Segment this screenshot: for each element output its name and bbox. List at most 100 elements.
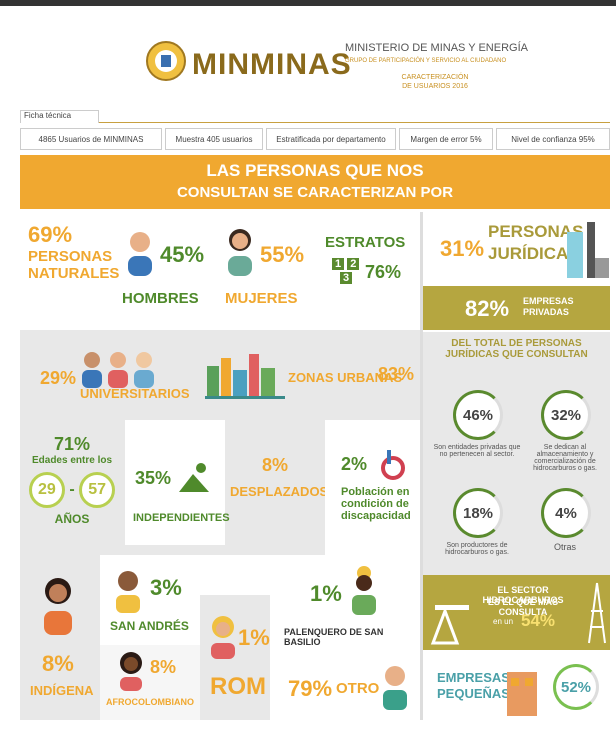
city-icon bbox=[205, 354, 285, 399]
label: AFROCOLOMBIANO bbox=[106, 697, 194, 707]
title-line: DEL TOTAL DE PERSONAS bbox=[451, 338, 582, 349]
value: 69% bbox=[28, 222, 73, 247]
value: 2% bbox=[341, 454, 368, 474]
rule bbox=[20, 122, 610, 123]
value: 79% bbox=[288, 676, 333, 701]
urbanas-label: ZONAS URBANAS bbox=[288, 370, 403, 385]
universitarios-value: 29% bbox=[40, 368, 77, 388]
banner-line: CONSULTAN SE CARACTERIZAN POR bbox=[176, 184, 454, 201]
person-icon bbox=[383, 666, 407, 710]
person-icon bbox=[120, 652, 142, 691]
man-icon bbox=[128, 232, 152, 276]
pequenas-box: EMPRESAS PEQUEÑAS 52% bbox=[423, 650, 610, 720]
label: SAN ANDRÉS bbox=[110, 619, 189, 633]
independientes-box: 35% INDEPENDIENTES bbox=[125, 420, 230, 545]
person-icon bbox=[211, 616, 235, 659]
ficha-item: Nivel de confianza 95% bbox=[496, 128, 610, 150]
edades: 71% Edades entre los 29 - 57 AÑOS bbox=[24, 434, 120, 526]
ficha-tab: Ficha técnica bbox=[20, 110, 99, 123]
estratos-levels: 1 2 3 bbox=[332, 258, 366, 284]
shop-icon bbox=[507, 672, 537, 716]
san-andres-box: 3% SAN ANDRÉS bbox=[100, 555, 200, 645]
age-from: 29 bbox=[28, 472, 65, 508]
label: EMPRESAS bbox=[437, 670, 510, 685]
label: PERSONAS bbox=[28, 248, 113, 265]
person-icon bbox=[116, 571, 140, 613]
title-line: JURÍDICAS QUE CONSULTAN bbox=[445, 349, 588, 360]
label: DESPLAZADOS bbox=[230, 484, 329, 499]
ficha-item: Muestra 405 usuarios bbox=[165, 128, 263, 150]
value: 1% bbox=[238, 625, 270, 650]
level: 1 bbox=[332, 258, 345, 270]
wheelchair-icon bbox=[381, 450, 405, 480]
prefix: en un bbox=[493, 617, 514, 626]
value: 8% bbox=[42, 651, 74, 676]
otro-box: 79% OTRO bbox=[270, 650, 420, 720]
hombres-value: 45% bbox=[160, 242, 205, 267]
group: GRUPO DE PARTICIPACIÓN Y SERVICIO AL CIU… bbox=[345, 58, 507, 64]
worker-icon bbox=[179, 463, 209, 492]
hidrocarburos-box: EL SECTOR HIDROCARBUROS ES EL QUE MÁS CO… bbox=[423, 575, 610, 650]
person-icon bbox=[352, 566, 376, 615]
age-to: 57 bbox=[79, 472, 116, 508]
privadas-label: PRIVADAS bbox=[523, 307, 569, 317]
report-line: CARACTERIZACIÓN bbox=[401, 74, 469, 81]
discapacidad-box: 2% Población en condición de discapacida… bbox=[325, 420, 420, 555]
label: OTRO bbox=[336, 680, 380, 697]
age-sep: - bbox=[69, 481, 75, 498]
value: 54% bbox=[521, 611, 556, 630]
ficha-item: Estratificada por departamento bbox=[266, 128, 396, 150]
universitarios-label: UNIVERSITARIOS bbox=[80, 386, 190, 401]
woman-icon bbox=[228, 229, 252, 276]
ficha-item: 4865 Usuarios de MINMINAS bbox=[20, 128, 162, 150]
palenquero-box: 1% PALENQUERO DE SAN BASILIO bbox=[270, 555, 420, 650]
pct-circle: 32% bbox=[541, 390, 591, 440]
line: condición de bbox=[341, 498, 409, 510]
juridicas-label: PERSONAS bbox=[488, 222, 584, 241]
caption: Son productores de hidrocarburos o gas. bbox=[445, 542, 509, 556]
mujeres-value: 55% bbox=[260, 242, 305, 267]
banner: LAS PERSONAS QUE NOS CONSULTAN SE CARACT… bbox=[20, 155, 610, 209]
value: 8% bbox=[150, 657, 177, 677]
top-border bbox=[0, 0, 616, 6]
label: Población en condición de discapacidad bbox=[341, 486, 411, 522]
label: PEQUEÑAS bbox=[437, 686, 510, 701]
value: 71% bbox=[53, 434, 91, 454]
unit: AÑOS bbox=[54, 512, 90, 526]
logo bbox=[146, 41, 186, 81]
desplazados: 8% DESPLAZADOS bbox=[230, 455, 329, 499]
pct-circle: 4% bbox=[541, 488, 591, 538]
value: 3% bbox=[150, 575, 182, 600]
brand: MINMINAS bbox=[192, 48, 352, 81]
juridicas-value: 31% bbox=[440, 236, 485, 261]
derrick-icon bbox=[588, 582, 606, 644]
hombres-label: HOMBRES bbox=[122, 290, 199, 307]
level: 3 bbox=[340, 272, 353, 284]
divider bbox=[420, 212, 423, 720]
person-icon bbox=[44, 578, 72, 635]
label: ROM bbox=[210, 673, 266, 700]
label: NATURALES bbox=[28, 265, 120, 282]
students-icon bbox=[82, 352, 154, 388]
indigena-box: 8% INDÍGENA bbox=[20, 555, 100, 720]
ministry: MINISTERIO DE MINAS Y ENERGÍA bbox=[345, 42, 528, 54]
caption: Son entidades privadas que no pertenecen… bbox=[433, 444, 521, 458]
label: INDÍGENA bbox=[30, 683, 94, 698]
level: 2 bbox=[347, 258, 360, 270]
privadas-value: 82% bbox=[465, 296, 510, 321]
value: 8% bbox=[261, 455, 288, 475]
pump-icon bbox=[430, 605, 469, 645]
caption: Otras bbox=[553, 542, 576, 552]
estratos-value: 76% bbox=[365, 262, 402, 282]
mujeres-label: MUJERES bbox=[225, 290, 298, 307]
building-icon bbox=[567, 222, 609, 278]
pct-circle: 46% bbox=[453, 390, 503, 440]
value: 1% bbox=[310, 581, 342, 606]
caption: Se dedican al almacenamiento y comercial… bbox=[533, 444, 597, 472]
line: discapacidad bbox=[341, 510, 411, 522]
label: INDEPENDIENTES bbox=[133, 512, 230, 524]
pct-circle: 52% bbox=[553, 664, 599, 710]
juridicas-panel: DEL TOTAL DE PERSONAS JURÍDICAS QUE CONS… bbox=[423, 332, 610, 575]
label: Edades entre los bbox=[31, 455, 113, 466]
